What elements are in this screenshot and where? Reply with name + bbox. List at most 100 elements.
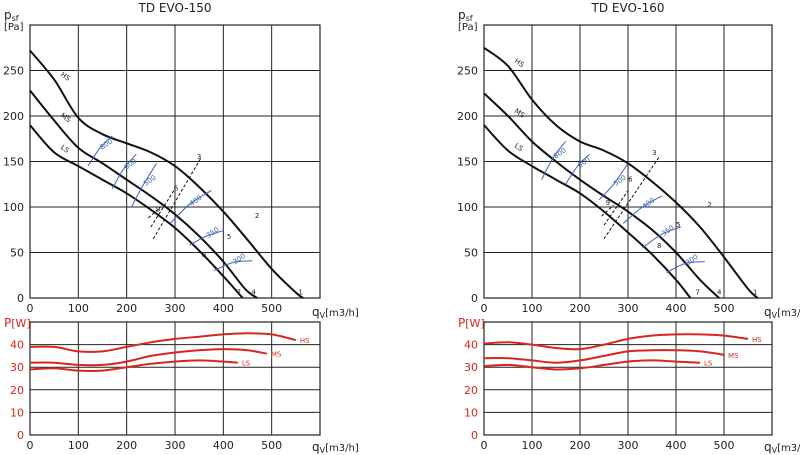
chart-2-pressure-ylabel-unit: [Pa] [458,22,478,33]
chart-2-power-panel: 0102030400100200300400500P[W]qV[m3/h]HSM… [458,316,800,455]
chart-1-system-line-6 [150,188,176,228]
chart-1-pressure-xtick: 400 [213,302,234,315]
chart-1-operating-point-label: 4 [252,288,257,296]
chart-1-rpm-curve-300 [213,260,253,272]
chart-1-power-ytick: 10 [10,406,24,419]
chart-1-operating-point-label: 6 [174,185,179,193]
chart-2-rpm-label: 300 [684,253,700,267]
chart-1-pressure-ytick: 150 [3,156,24,169]
chart-2-rpm-curve-600 [565,153,590,185]
chart-2-pressure-frame [483,24,773,299]
chart-1-operating-point-label: 3 [197,153,201,161]
chart-1-power-xlabel: qV[m3/h] [312,440,359,455]
chart-1-rpm-curve-500 [131,163,158,208]
chart-2-rpm-label: 400 [641,196,657,210]
chart-1-title: TD EVO-150 [138,1,212,15]
chart-2-rpm-label: 500 [612,174,628,188]
chart-1-operating-point-label: 5 [227,233,231,241]
chart-1-rpm-label: 500 [142,174,158,188]
chart-2-pressure-xtick: 100 [522,302,543,315]
chart-2-pressure-xtick: 200 [570,302,591,315]
chart-2-pressure-xtick: 400 [666,302,687,315]
chart-1-power-ytick: 0 [17,429,24,442]
chart-2-power-xtick: 200 [570,439,591,452]
chart-2-operating-point-label: 6 [628,176,633,184]
chart-2-pressure-ytick: 0 [471,292,478,305]
chart-2-rpm-label: 600 [576,155,592,169]
chart-2-power-xtick: 0 [481,439,488,452]
chart-1-power-xtick: 200 [116,439,137,452]
chart-1-pressure-xtick: 200 [116,302,137,315]
chart-1-power-frame [29,321,321,436]
chart-2-system-line-3 [603,156,660,240]
chart-2-operating-point-label: 9 [606,199,610,207]
chart-2-power-series-label: HS [752,336,762,344]
chart-2-operating-point-label: 5 [676,221,680,229]
chart-1-power-xtick: 300 [165,439,186,452]
chart-1-power-series-ls [29,359,238,372]
chart-1-power-series-hs [29,332,297,353]
chart-2-power-xtick: 100 [522,439,543,452]
chart-1-rpm-curve-800 [87,135,113,167]
chart-2-power-series-ls [483,359,701,371]
chart-2-pressure-ytick: 150 [457,156,478,169]
chart-1-pressure-frame [29,24,321,299]
chart-2-rpm-curve-800 [541,141,566,180]
chart-1-pressure-ytick: 0 [17,292,24,305]
chart-2-rpm-label: 800 [552,146,568,160]
chart-1-pressure-series-ms [29,89,258,299]
chart-1-power-xtick: 0 [27,439,34,452]
chart-2-title: TD EVO-160 [591,1,665,15]
chart-1-operating-point-label: 9 [156,206,160,214]
chart-2-pressure-ytick: 200 [457,110,478,123]
chart-2-operating-point-label: 4 [717,288,722,296]
chart-2-power-xlabel: qV[m3/h] [764,440,800,455]
chart-2-power-ytick: 10 [464,406,478,419]
chart-1-power-xtick: 500 [261,439,282,452]
chart-1-power-ytick: 20 [10,384,24,397]
chart-1-pressure-xtick: 0 [27,302,34,315]
chart-2-system-line-6 [603,190,629,226]
chart-1-operating-point-label: 8 [202,251,206,259]
chart-2-power-ytick: 0 [471,429,478,442]
chart-2-operating-point-label: 2 [707,201,711,209]
chart-1-power-series-ms [29,348,267,367]
chart-2-operating-point-label: 8 [657,242,661,250]
chart-2-system-line-9 [601,204,614,217]
chart-1-pressure-ytick: 250 [3,65,24,78]
chart-2-pressure-series-label: MS [513,107,527,120]
chart-2-power-series-label: MS [728,352,739,360]
chart-2-pressure-series-ls [483,124,692,299]
chart-1-pressure-xtick: 300 [165,302,186,315]
chart-2-rpm-curve-350 [642,226,681,249]
chart-1-power-xtick: 100 [68,439,89,452]
chart-2-power-frame [483,321,773,436]
chart-1-rpm-curve-600 [111,153,137,190]
chart-2-rpm-curve-300 [666,261,705,273]
chart-2-pressure-xtick: 0 [481,302,488,315]
chart-1-power-xtick: 400 [213,439,234,452]
chart-1-pressure-ytick: 50 [10,247,24,260]
chart-1-pressure-xtick: 500 [261,302,282,315]
chart-2-operating-point-label: 7 [695,288,699,296]
chart-1-power-series-label: MS [271,351,282,359]
chart-1-pressure-ytick: 100 [3,201,24,214]
chart-2-pressure-series-ms [483,92,720,299]
chart-1-system-line-3 [152,156,203,240]
chart-1-pressure-series-label: HS [59,71,72,83]
chart-1-power-ytick: 40 [10,339,24,352]
chart-2-pressure-ytick: 250 [457,65,478,78]
chart-1-power-ylabel: P[W] [4,316,31,330]
chart-2-power-ytick: 30 [464,361,478,374]
chart-1-system-line-9 [148,206,161,219]
chart-2-rpm-curve-500 [598,163,629,201]
chart-2-rpm-label: 350 [660,224,676,238]
chart-1-rpm-label: 800 [99,137,115,151]
chart-2-power-xtick: 300 [618,439,639,452]
chart-1-operating-point-label: 7 [237,288,241,296]
